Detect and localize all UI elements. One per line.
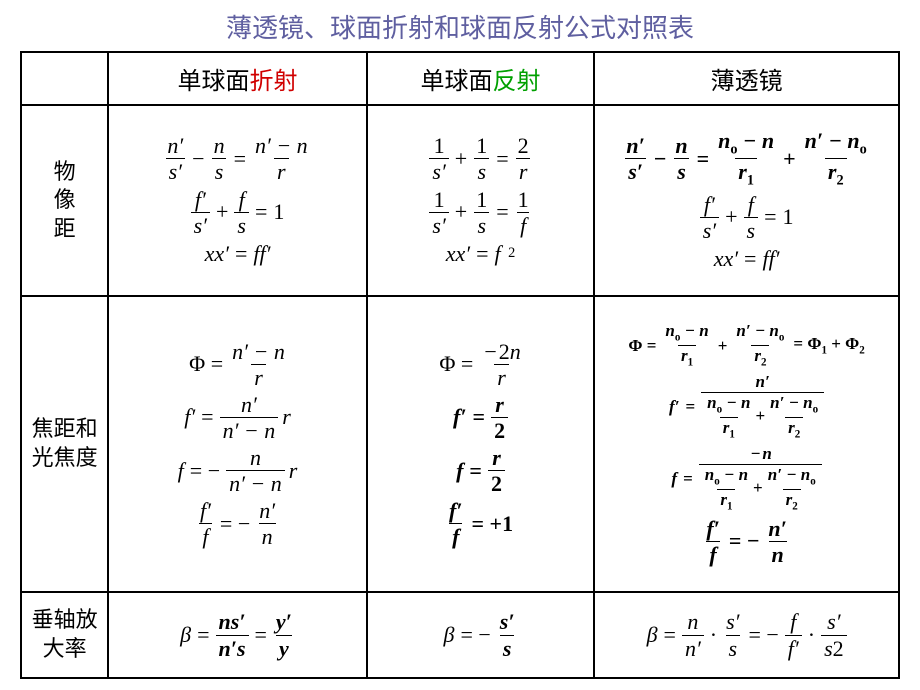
r1c3: n′s′−ns=no − nr1+n′ − nor2 f′s′+fs=1 xx′…: [594, 105, 899, 296]
header-blank: [21, 52, 108, 105]
r2c2: Φ =−2nr f′=r2 f=r2 f′f= +1: [367, 296, 594, 592]
r3c3: β=nn′·s′s= −ff′·s′s2: [594, 592, 899, 678]
header-reflection: 单球面反射: [367, 52, 594, 105]
row3-label: 垂轴放大率: [21, 592, 108, 678]
r3c1: β=ns′n′s=y′y: [108, 592, 367, 678]
page-title: 薄透镜、球面折射和球面反射公式对照表: [0, 0, 920, 51]
row-object-image-distance: 物像距 n′s′−ns=n′ − nr f′s′+fs=1 xx′=ff′ 1s…: [21, 105, 899, 296]
header-row: 单球面折射 单球面反射 薄透镜: [21, 52, 899, 105]
r3c2: β= −s′s: [367, 592, 594, 678]
r2c3: Φ =no − nr1+n′ − nor2= Φ1 + Φ2 f′=n′no −…: [594, 296, 899, 592]
r1c2: 1s′+1s=2r 1s′+1s=1f xx′=f 2: [367, 105, 594, 296]
row-lateral-magnification: 垂轴放大率 β=ns′n′s=y′y β= −s′s β=nn′·s′s= −f…: [21, 592, 899, 678]
r2c1: Φ =n′ − nr f′=n′n′ − nr f= −nn′ − nr f′f…: [108, 296, 367, 592]
header-thin-lens: 薄透镜: [594, 52, 899, 105]
formula-table: 单球面折射 单球面反射 薄透镜 物像距 n′s′−ns=n′ − nr f′s′…: [20, 51, 900, 679]
row2-label: 焦距和光焦度: [21, 296, 108, 592]
row-focal-power: 焦距和光焦度 Φ =n′ − nr f′=n′n′ − nr f= −nn′ −…: [21, 296, 899, 592]
r1c1: n′s′−ns=n′ − nr f′s′+fs=1 xx′=ff′: [108, 105, 367, 296]
row1-label: 物像距: [21, 105, 108, 296]
header-refraction: 单球面折射: [108, 52, 367, 105]
